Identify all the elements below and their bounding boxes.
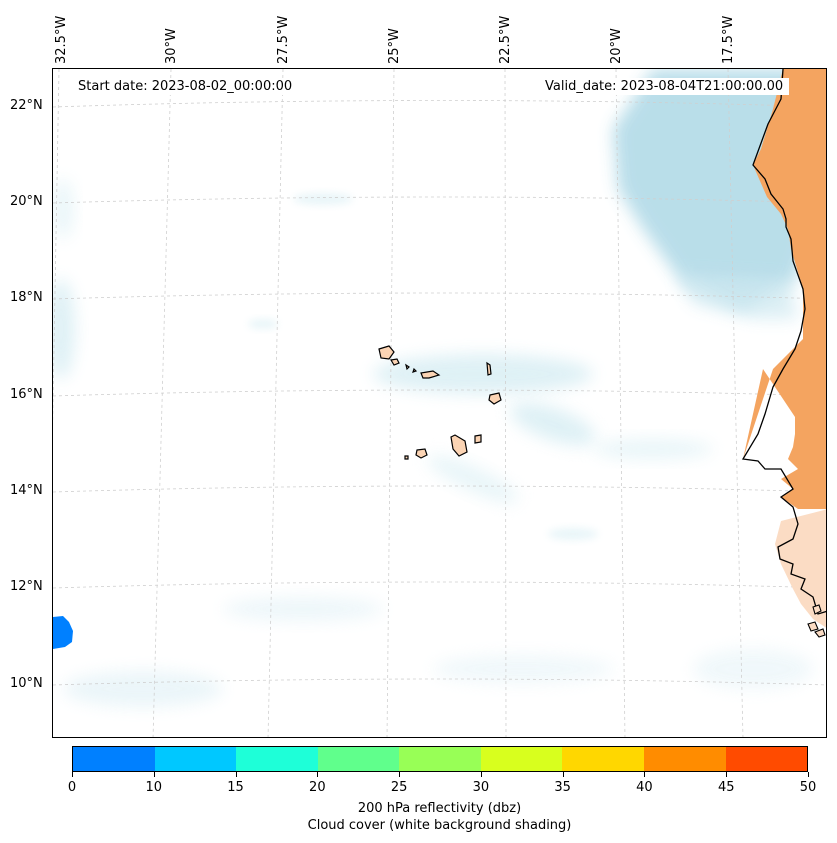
- colorbar-tick: [726, 772, 728, 777]
- lon-label-32-5w: 32.5°W: [54, 15, 69, 64]
- colorbar-tick-label: 20: [309, 780, 326, 795]
- island-santo-antao: [378, 345, 395, 360]
- island-sao-nicolau: [420, 370, 441, 379]
- lon-label-20w: 20°W: [609, 28, 624, 64]
- lon-label-30w: 30°W: [164, 28, 179, 64]
- colorbar-segment: [154, 747, 237, 771]
- colorbar-tick: [317, 772, 319, 777]
- colorbar-tick: [153, 772, 155, 777]
- colorbar-segment: [317, 747, 400, 771]
- colorbar-tick-label: 25: [390, 780, 408, 795]
- island-santiago: [450, 434, 468, 457]
- colorbar-tick: [480, 772, 482, 777]
- colorbar-tick-label: 30: [472, 780, 490, 795]
- lon-label-27-5w: 27.5°W: [276, 15, 291, 64]
- colorbar-tick: [72, 772, 73, 777]
- colorbar-segment: [725, 747, 808, 771]
- island-sao-vicente: [390, 358, 400, 366]
- colorbar-tick: [235, 772, 237, 777]
- map-canvas: [53, 69, 826, 737]
- lat-label-14n: 14°N: [10, 483, 43, 498]
- colorbar-tick: [399, 772, 401, 777]
- cape-verde-islands: [378, 345, 502, 460]
- cloud-cover-shading: [53, 69, 813, 707]
- colorbar: [72, 746, 808, 772]
- lat-label-22n: 22°N: [10, 98, 43, 113]
- reflectivity-cell: [53, 616, 73, 649]
- lon-label-25w: 25°W: [387, 28, 402, 64]
- lat-label-10n: 10°N: [10, 676, 43, 691]
- lon-label-17-5w: 17.5°W: [721, 15, 736, 64]
- colorbar-tick-label: 45: [717, 780, 735, 795]
- map-panel[interactable]: [52, 68, 827, 738]
- lon-label-22-5w: 22.5°W: [498, 15, 513, 64]
- lat-label-20n: 20°N: [10, 194, 43, 209]
- lat-label-18n: 18°N: [10, 290, 43, 305]
- colorbar-label-line1: 200 hPa reflectivity (dbz): [357, 801, 522, 816]
- colorbar-segment: [236, 747, 318, 771]
- bijagos-islands: [807, 604, 826, 638]
- colorbar-tick: [644, 772, 646, 777]
- colorbar-tick-label: 0: [67, 780, 77, 795]
- colorbar-tick: [808, 772, 809, 777]
- colorbar-tick-label: 40: [636, 780, 653, 795]
- colorbar-segment: [643, 747, 726, 771]
- island-brava: [404, 455, 409, 460]
- colorbar-tick-label: 10: [145, 780, 163, 795]
- colorbar-label-line2: Cloud cover (white background shading): [307, 818, 572, 833]
- african-coast-land: [741, 69, 826, 628]
- island-maio: [474, 434, 482, 444]
- island-sal: [486, 361, 492, 376]
- colorbar-tick: [562, 772, 564, 777]
- graticule: [53, 69, 826, 737]
- lat-label-12n: 12°N: [10, 579, 43, 594]
- start-date-label: Start date: 2023-08-02_00:00:00: [72, 78, 299, 95]
- colorbar-segment: [73, 747, 155, 771]
- island-fogo: [415, 448, 428, 459]
- colorbar-tick-label: 15: [227, 780, 244, 795]
- colorbar-tick-label: 35: [554, 780, 571, 795]
- colorbar-segment: [399, 747, 481, 771]
- lat-label-16n: 16°N: [10, 387, 43, 402]
- colorbar-segment: [562, 747, 644, 771]
- colorbar-segment: [480, 747, 563, 771]
- island-boa-vista: [488, 392, 502, 405]
- colorbar-tick-label: 50: [799, 780, 817, 795]
- valid-date-label: Valid_date: 2023-08-04T21:00:00.00: [539, 78, 790, 95]
